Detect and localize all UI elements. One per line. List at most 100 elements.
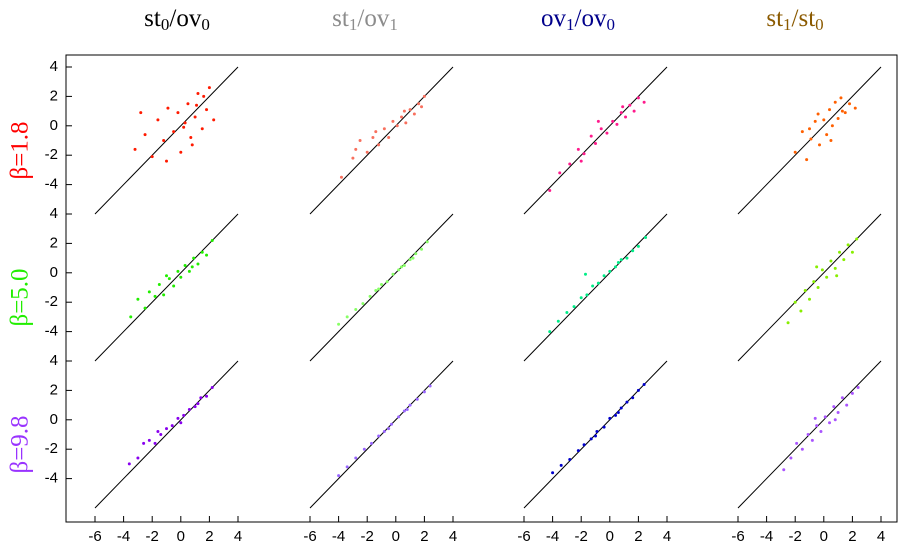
point — [165, 159, 168, 163]
point — [385, 280, 389, 284]
point — [382, 430, 386, 434]
point — [833, 418, 837, 422]
point — [417, 102, 421, 106]
point — [182, 413, 186, 417]
point — [619, 111, 623, 115]
point — [187, 269, 191, 273]
point — [850, 250, 854, 254]
point — [838, 250, 842, 254]
panel-title: st1/st0 — [766, 5, 823, 34]
point — [369, 441, 373, 445]
point — [415, 397, 419, 401]
point — [425, 240, 429, 244]
point — [576, 449, 580, 453]
point — [585, 293, 589, 297]
point — [193, 405, 197, 409]
point — [624, 115, 628, 119]
point — [428, 384, 432, 388]
point — [803, 288, 807, 292]
x-tick-label: 2 — [420, 528, 428, 545]
reference-line — [94, 213, 239, 362]
x-tick-label: 4 — [449, 528, 457, 545]
reference-line — [523, 66, 668, 215]
x-tick-label: -4 — [546, 528, 559, 545]
y-tick-label: 2 — [50, 234, 58, 251]
point — [602, 425, 606, 429]
point — [374, 288, 378, 292]
y-tick-label: -2 — [45, 440, 58, 457]
point — [167, 277, 171, 281]
point — [147, 438, 151, 442]
point — [187, 408, 191, 412]
point — [143, 306, 147, 310]
reference-line — [94, 360, 239, 509]
point — [210, 385, 214, 389]
point — [207, 86, 211, 90]
point — [354, 147, 358, 151]
point — [182, 125, 186, 129]
point — [129, 315, 133, 319]
point — [189, 136, 193, 140]
point — [412, 112, 416, 116]
point — [139, 111, 143, 115]
point — [127, 462, 131, 466]
point — [150, 155, 154, 159]
point — [833, 100, 837, 104]
point — [559, 463, 563, 467]
point — [856, 385, 860, 389]
point — [825, 133, 829, 137]
point — [548, 188, 552, 192]
point — [190, 143, 194, 147]
point — [786, 321, 790, 325]
x-tick-label: -2 — [575, 528, 588, 545]
point — [387, 136, 391, 140]
point — [402, 409, 406, 413]
point — [848, 102, 852, 106]
point — [830, 124, 834, 128]
point — [196, 402, 200, 406]
point — [579, 159, 583, 163]
point — [420, 105, 424, 109]
point — [162, 293, 166, 297]
point — [190, 265, 194, 269]
point — [614, 265, 618, 269]
point — [782, 468, 786, 472]
reference-line — [309, 360, 454, 509]
point — [596, 119, 600, 123]
x-tick-label: 0 — [177, 528, 185, 545]
point — [828, 108, 832, 112]
panel-title: st1/ov1 — [332, 5, 398, 34]
point — [636, 244, 640, 248]
point — [636, 96, 640, 100]
point — [210, 238, 214, 242]
point — [839, 96, 843, 100]
point — [205, 108, 209, 112]
point — [400, 115, 404, 119]
point — [387, 427, 391, 431]
point — [165, 427, 168, 431]
point — [361, 302, 365, 306]
point — [806, 433, 810, 436]
point — [556, 319, 560, 323]
point — [404, 121, 408, 125]
point — [614, 413, 618, 417]
point — [642, 383, 646, 387]
x-tick-label: -2 — [789, 528, 802, 545]
point — [789, 456, 793, 460]
point — [380, 283, 383, 287]
point — [159, 433, 163, 436]
point — [642, 100, 646, 104]
point — [183, 121, 187, 125]
point — [397, 415, 401, 419]
point — [377, 287, 381, 291]
point — [582, 443, 586, 447]
panel-title: st0/ov0 — [144, 5, 210, 34]
point — [172, 130, 176, 134]
point — [589, 437, 593, 441]
point — [591, 284, 595, 288]
point — [853, 106, 857, 110]
point — [800, 447, 804, 451]
y-tick-label: -4 — [45, 176, 58, 193]
point — [619, 406, 623, 410]
point — [170, 424, 174, 428]
